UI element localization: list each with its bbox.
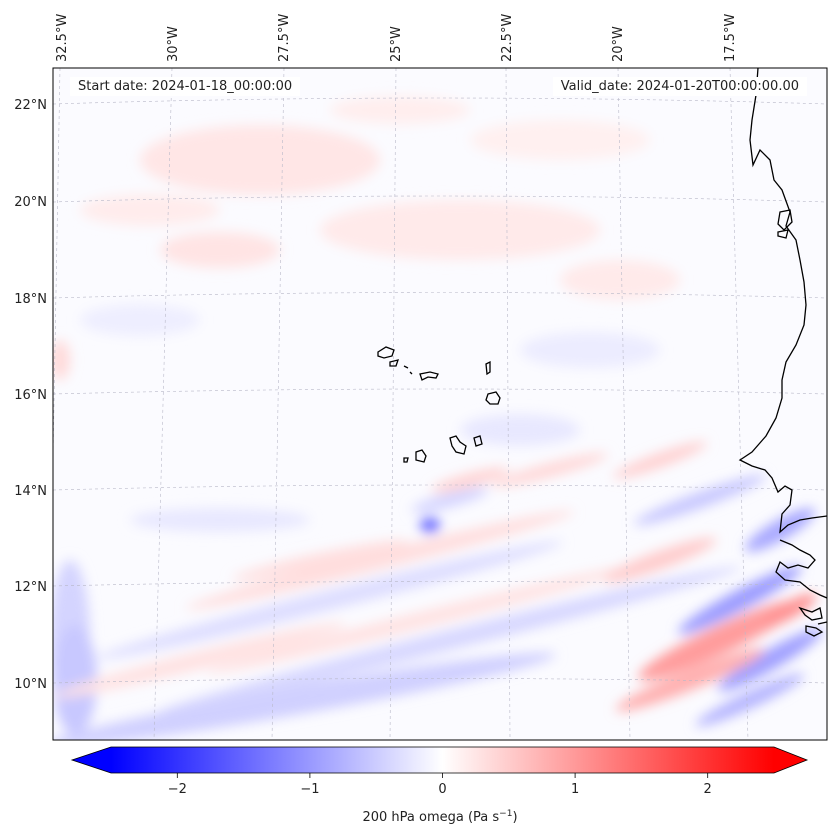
colorbar: −2 −1 0 1 2 200 hPa omega (Pa s−1) — [70, 746, 809, 825]
colorbar-ticks: −2 −1 0 1 2 — [168, 773, 712, 797]
coastline — [738, 68, 827, 637]
cape-verde-islands — [377, 346, 501, 463]
colorbar-gradient — [111, 747, 774, 773]
latitude-labels: 22°N 20°N 18°N 16°N 14°N 12°N 10°N — [14, 98, 47, 692]
lat-label: 20°N — [14, 195, 47, 210]
map-panel — [53, 68, 827, 740]
lat-label: 14°N — [14, 484, 47, 499]
lon-label: 32.5°W — [55, 14, 70, 62]
lon-label: 17.5°W — [723, 14, 738, 62]
lat-label: 22°N — [14, 98, 47, 113]
longitude-labels: 32.5°W 30°W 27.5°W 25°W 22.5°W 20°W 17.5… — [55, 14, 738, 62]
lon-label: 30°W — [166, 26, 181, 62]
start-date-label: Start date: 2024-01-18_00:00:00 — [70, 77, 301, 96]
colorbar-max-extension — [774, 747, 807, 773]
lat-label: 18°N — [14, 292, 47, 307]
colorbar-label: 200 hPa omega (Pa s−1) — [362, 809, 517, 825]
lon-label: 25°W — [389, 26, 404, 62]
colorbar-tick-label: −1 — [300, 782, 319, 797]
valid-date-label: Valid_date: 2024-01-20T00:00:00.00 — [552, 77, 807, 96]
lat-label: 16°N — [14, 388, 47, 403]
colorbar-outline — [70, 746, 809, 774]
lat-label: 10°N — [14, 677, 47, 692]
colorbar-tick-label: −2 — [168, 782, 187, 797]
colorbar-tick-label: 1 — [571, 782, 579, 797]
lat-label: 12°N — [14, 580, 47, 595]
lon-label: 22.5°W — [500, 14, 515, 62]
omega-field — [53, 96, 823, 740]
gridlines — [53, 68, 827, 740]
colorbar-min-extension — [72, 747, 111, 773]
colorbar-tick-label: 0 — [438, 782, 446, 797]
colorbar-tick-label: 2 — [704, 782, 712, 797]
lon-label: 27.5°W — [277, 14, 292, 62]
map-frame — [52, 67, 828, 741]
lon-label: 20°W — [611, 26, 626, 62]
